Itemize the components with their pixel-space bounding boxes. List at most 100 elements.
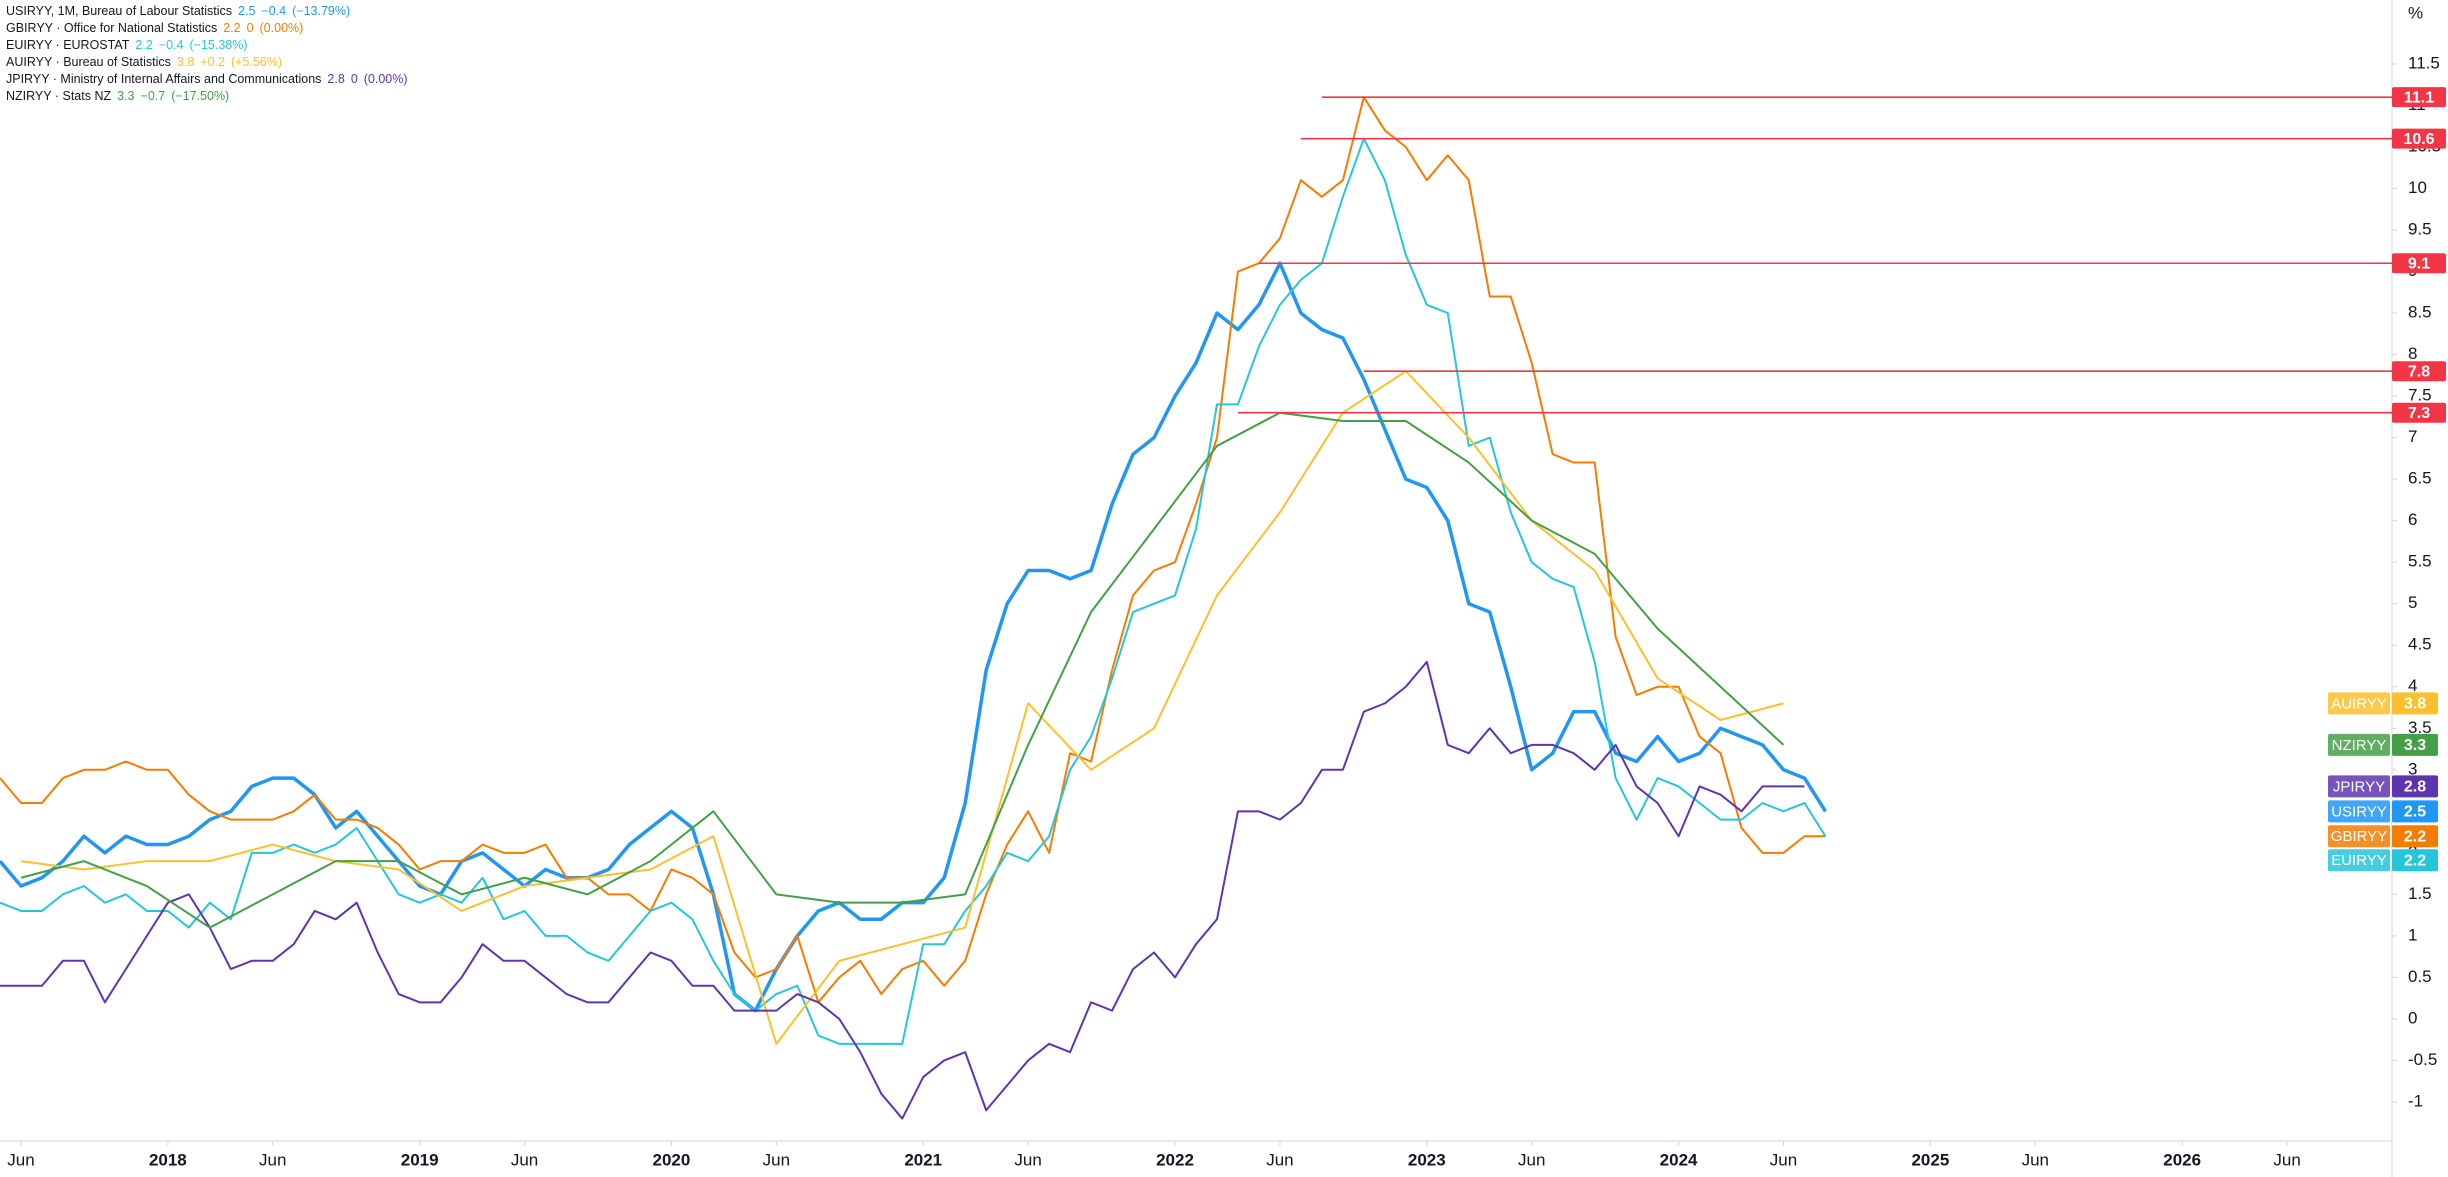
symbol-tag — [2328, 825, 2390, 848]
symbol-tag-label: USIRYY — [2331, 803, 2387, 820]
x-tick-label: 2022 — [1156, 1150, 1194, 1169]
y-tick-label: 9.5 — [2408, 220, 2432, 239]
legend-name: USIRYY, 1M, Bureau of Labour Statistics — [6, 4, 233, 18]
last-value-label: 2.5 — [2404, 804, 2426, 821]
legend-last-value: 3.8 — [176, 55, 195, 69]
price-line-tag — [2392, 253, 2446, 274]
price-line-label: 9.1 — [2408, 255, 2430, 272]
y-tick-label: 6 — [2408, 510, 2417, 529]
legend: USIRYY, 1M, Bureau of Labour Statistics 2… — [6, 3, 408, 105]
x-tick-label: Jun — [1518, 1150, 1545, 1169]
legend-last-value: 2.2 — [223, 21, 241, 35]
y-tick-label: 10 — [2408, 178, 2427, 197]
legend-change: −0.7 — [140, 89, 166, 103]
legend-entry: EUIRYY · EUROSTAT 2.2 −0.4 (−15.38%) — [6, 37, 408, 54]
y-tick-label: 3 — [2408, 759, 2417, 778]
symbol-tag — [2328, 733, 2390, 756]
symbol-tag-label: NZIRYY — [2332, 737, 2387, 754]
y-tick-label: 8.5 — [2408, 303, 2432, 322]
y-tick-label: 11.5 — [2408, 53, 2440, 72]
y-tick-label: 0.5 — [2408, 967, 2432, 986]
symbol-tag-label: GBIRYY — [2331, 828, 2387, 845]
series-line — [20, 370, 1784, 1045]
last-value-label: 3.3 — [2404, 737, 2426, 754]
x-tick-label: 2020 — [653, 1150, 691, 1169]
y-tick-label: 6.5 — [2408, 469, 2432, 488]
symbol-tag-label: EUIRYY — [2331, 852, 2387, 869]
x-tick-label: Jun — [1770, 1150, 1797, 1169]
last-value-label: 3.8 — [2404, 696, 2426, 713]
legend-change: −0.4 — [261, 4, 287, 18]
legend-name: JPIRYY · Ministry of Internal Affairs an… — [6, 72, 322, 86]
x-tick-label: Jun — [1266, 1150, 1293, 1169]
legend-change-pct: (−15.38%) — [189, 38, 248, 52]
y-tick-label: 7 — [2408, 427, 2417, 446]
price-line-tag — [2392, 128, 2446, 149]
legend-change-pct: (+5.56%) — [230, 55, 283, 69]
price-line-tag — [2392, 361, 2446, 382]
legend-change: +0.2 — [200, 55, 225, 69]
symbol-tag — [2328, 692, 2390, 715]
x-tick-label: Jun — [2022, 1150, 2049, 1169]
legend-name: GBIRYY · Office for National Statistics — [6, 21, 218, 35]
last-value-tag — [2392, 825, 2438, 848]
y-tick-label: 8 — [2408, 344, 2417, 363]
legend-entry: NZIRYY · Stats NZ 3.3 −0.7 (−17.50%) — [6, 88, 408, 105]
x-tick-label: 2023 — [1408, 1150, 1446, 1169]
y-tick-label: 0 — [2408, 1008, 2417, 1027]
last-value-label: 2.8 — [2404, 779, 2426, 796]
symbol-tag-label: JPIRYY — [2333, 778, 2385, 795]
unit-label: % — [2408, 3, 2423, 22]
last-value-tag — [2392, 692, 2438, 715]
last-value-label: 2.2 — [2404, 828, 2426, 845]
x-tick-label: Jun — [259, 1150, 286, 1169]
legend-name: EUIRYY · EUROSTAT — [6, 38, 130, 52]
x-tick-label: Jun — [7, 1150, 34, 1169]
last-value-label: 2.2 — [2404, 852, 2426, 869]
y-tick-label: 7.5 — [2408, 386, 2432, 405]
y-tick-label: -1 — [2408, 1091, 2423, 1110]
last-value-tag — [2392, 775, 2438, 798]
legend-name: NZIRYY · Stats NZ — [6, 89, 112, 103]
legend-entry: GBIRYY · Office for National Statistics 2… — [6, 20, 408, 37]
last-value-tag — [2392, 849, 2438, 872]
legend-change-pct: (0.00%) — [363, 72, 408, 86]
price-line-label: 7.3 — [2408, 405, 2430, 422]
series-line — [0, 660, 1805, 1120]
series-line — [0, 261, 1827, 1013]
price-line-label: 7.8 — [2408, 363, 2430, 380]
x-tick-label: 2025 — [1911, 1150, 1949, 1169]
legend-change-pct: (−17.50%) — [171, 89, 230, 103]
legend-change: −0.4 — [158, 38, 184, 52]
legend-last-value: 2.5 — [238, 4, 256, 18]
legend-last-value: 2.2 — [135, 38, 153, 52]
y-tick-label: 4.5 — [2408, 635, 2432, 654]
x-tick-label: 2026 — [2163, 1150, 2201, 1169]
series-layer — [0, 96, 1827, 1120]
legend-last-value: 2.8 — [327, 72, 345, 86]
y-tick-label: 1 — [2408, 925, 2417, 944]
price-line-tag — [2392, 402, 2446, 423]
symbol-tag — [2328, 849, 2390, 872]
legend-change-pct: (0.00%) — [259, 21, 304, 35]
y-tick-label: 5 — [2408, 593, 2417, 612]
price-line-label: 10.6 — [2403, 131, 2434, 148]
legend-entry: USIRYY, 1M, Bureau of Labour Statistics 2… — [6, 3, 408, 20]
x-tick-label: Jun — [2273, 1150, 2300, 1169]
symbol-tag-label: AUIRYY — [2331, 695, 2387, 712]
y-tick-label: -0.5 — [2408, 1050, 2437, 1069]
y-tick-label: 5.5 — [2408, 552, 2432, 571]
x-tick-label: 2018 — [149, 1150, 187, 1169]
series-line — [0, 137, 1827, 1045]
price-line-tag — [2392, 87, 2446, 108]
x-tick-label: 2024 — [1660, 1150, 1698, 1169]
x-tick-label: 2021 — [904, 1150, 942, 1169]
series-line — [0, 96, 1826, 1004]
x-tick-label: Jun — [511, 1150, 538, 1169]
y-tick-label: 1.5 — [2408, 884, 2432, 903]
price-line-label: 11.1 — [2404, 89, 2434, 106]
y-tick-label: 3.5 — [2408, 718, 2432, 737]
x-tick-label: Jun — [763, 1150, 790, 1169]
last-value-tag — [2392, 733, 2438, 756]
